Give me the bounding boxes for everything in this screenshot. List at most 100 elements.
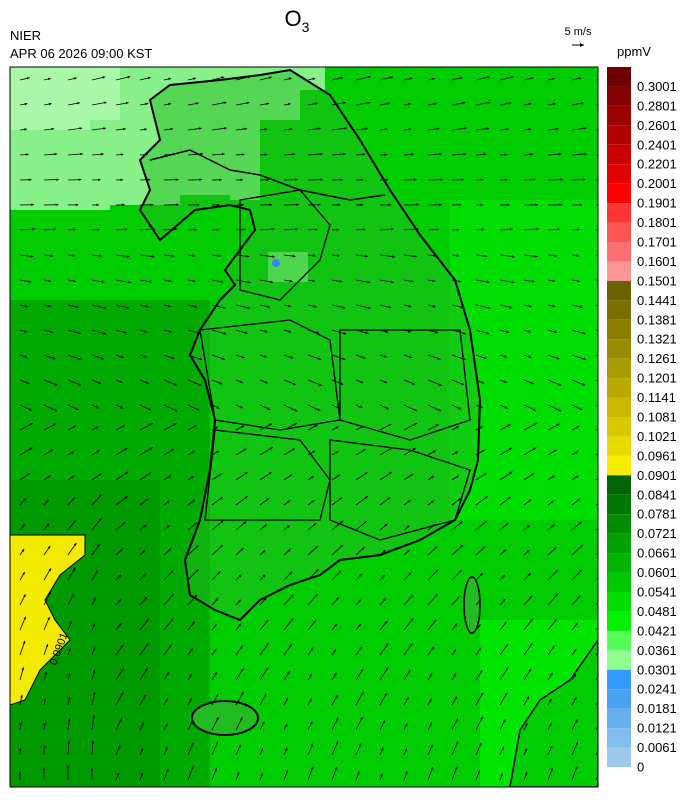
colorbar-box [607,456,631,475]
colorbar-box [607,242,631,261]
colorbar-label: 0.1381 [637,312,677,327]
colorbar-box [607,553,631,572]
colorbar-label: 0.0781 [637,507,677,522]
colorbar-label: 0.0721 [637,526,677,541]
colorbar-box [607,631,631,650]
colorbar-box [607,106,631,125]
colorbar-box [607,670,631,689]
wind-arrowhead [599,671,602,674]
colorbar-label: 0.1141 [637,390,676,405]
colorbar-box [607,475,631,494]
colorbar-unit: ppmV [617,44,651,59]
colorbar-label: 0.1801 [637,215,677,230]
colorbar-label: 0.2401 [637,137,677,152]
colorbar-label: 0.0541 [637,585,677,600]
colorbar-label: 0.1021 [637,429,677,444]
colorbar-label: 0.3001 [637,79,677,94]
colorbar-label: 0.1261 [637,351,677,366]
colorbar-box [607,86,631,105]
colorbar-label: 0.0961 [637,448,677,463]
colorbar-label: 0.2601 [637,118,677,133]
wind-arrowhead [601,450,604,453]
wind-arrowhead [600,693,602,696]
colorbar-box [607,728,631,747]
colorbar-box [607,436,631,455]
wind-arrowhead [599,742,601,745]
colorbar-label: 0.0481 [637,604,677,619]
source: NIER [10,28,41,43]
colorbar-label: 0.1601 [637,254,677,269]
title-subscript: 3 [302,19,310,35]
colorbar-label: 0.0061 [637,740,677,755]
colorbar-label: 0.1321 [637,332,677,347]
wind-arrowhead [603,473,606,476]
tsushima-island [464,577,480,633]
colorbar-box [607,261,631,280]
colorbar-box [607,145,631,164]
wind-arrowhead [600,406,603,408]
colorbar-label: 0.0301 [637,662,677,677]
colorbar-box [607,748,631,767]
colorbar-box [607,689,631,708]
colorbar-box [607,534,631,553]
colorbar-box [607,592,631,611]
wind-arrowhead [601,228,604,231]
colorbar-box [607,203,631,222]
jeju-island [192,701,258,735]
colorbar-label: 0.1441 [637,293,677,308]
colorbar-label: 0.1201 [637,371,677,386]
colorbar-box [607,709,631,728]
colorbar-box [607,378,631,397]
wind-arrowhead [603,255,606,258]
wind-arrowhead [605,153,608,156]
colorbar-label: 0.1081 [637,410,677,425]
colorbar-label: 0.0121 [637,721,677,736]
wind-arrowhead [599,599,602,602]
colorbar-label: 0.2201 [637,157,677,172]
colorbar-label: 0.0841 [637,487,677,502]
colorbar-label: 0.1701 [637,235,677,250]
colorbar-box [607,514,631,533]
colorbar-label: 0.1901 [637,196,677,211]
colorbar-box [607,223,631,242]
title-base: O [285,6,302,31]
wind-reference-arrowhead [580,43,584,47]
wind-arrowhead [602,179,605,182]
wind-arrowhead [599,427,602,429]
colorbar-box [607,339,631,358]
colorbar-box [607,67,631,86]
colorbar-label: 0.2801 [637,98,677,113]
map: 0.0901 [10,67,611,787]
colorbar-box [607,495,631,514]
colorbar-label: 0.0361 [637,643,677,658]
title: O3 [285,6,310,35]
colorbar-box [607,398,631,417]
wind-arrowhead [600,204,603,207]
colorbar-label: 0.0601 [637,565,677,580]
wind-arrowhead [603,546,606,549]
colorbar-box [607,320,631,339]
colorbar-label: 0.0661 [637,546,677,561]
colorbar-label: 0.2001 [637,176,677,191]
colorbar: 0.3001 0.2801 0.2601 0.2401 0.2201 0.2001 0.19… [607,67,677,775]
colorbar-box [607,164,631,183]
colorbar-box [607,281,631,300]
colorbar-box [607,300,631,319]
colorbar-label: 0.0181 [637,701,677,716]
colorbar-label: 0 [637,760,644,775]
colorbar-box [607,125,631,144]
colorbar-label: 0.0241 [637,682,677,697]
wind-arrowhead [600,717,602,720]
low-value-spot [272,259,280,267]
wind-arrowhead [602,381,605,383]
wind-reference: 5 m/s [565,26,592,38]
wind-arrow [596,229,604,230]
colorbar-box [607,417,631,436]
colorbar-box [607,611,631,630]
colorbar-box [607,359,631,378]
colorbar-label: 0.1501 [637,273,677,288]
colorbar-box [607,650,631,669]
colorbar-box [607,573,631,592]
wind-arrowhead [601,572,604,575]
